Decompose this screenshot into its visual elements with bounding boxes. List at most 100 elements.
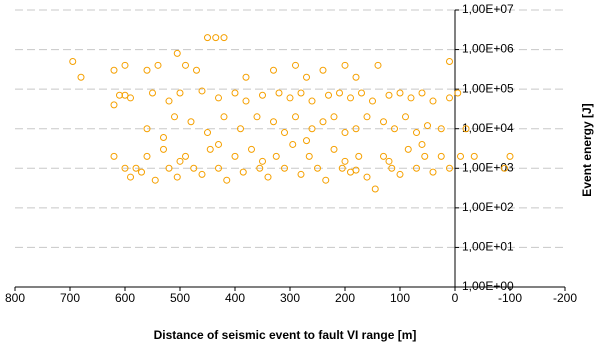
point — [127, 173, 134, 181]
point — [182, 152, 189, 160]
point — [319, 66, 327, 74]
point — [338, 164, 346, 172]
point — [121, 164, 129, 172]
point — [292, 113, 299, 121]
point — [259, 91, 266, 99]
point — [446, 57, 453, 65]
point — [242, 73, 250, 81]
x-tick-label: 200 — [335, 291, 355, 305]
point — [110, 101, 118, 109]
point — [204, 34, 211, 42]
point — [437, 152, 445, 160]
point — [143, 125, 151, 133]
point — [402, 113, 409, 121]
point — [446, 164, 453, 172]
point — [413, 164, 420, 172]
point — [303, 137, 310, 145]
point — [176, 157, 184, 165]
point — [297, 170, 305, 178]
point — [160, 133, 167, 141]
y-tick-label: 1,00E+00 — [462, 279, 514, 293]
point — [341, 61, 349, 69]
point — [206, 145, 214, 153]
point — [275, 89, 283, 97]
point — [470, 152, 478, 160]
point — [454, 89, 462, 97]
point — [292, 61, 299, 69]
point — [173, 173, 181, 181]
point — [363, 113, 371, 121]
point — [413, 129, 420, 137]
point — [418, 89, 426, 97]
point — [215, 94, 222, 102]
x-tick-label: 400 — [225, 291, 245, 305]
point — [220, 34, 228, 42]
point — [171, 113, 178, 121]
point — [215, 164, 222, 172]
point — [77, 73, 85, 81]
point — [138, 168, 145, 176]
point — [270, 66, 277, 74]
point — [193, 66, 200, 74]
point — [121, 61, 129, 69]
point — [308, 97, 316, 105]
point — [330, 113, 338, 121]
point — [198, 87, 206, 95]
point — [176, 89, 184, 97]
point — [341, 157, 349, 165]
point — [462, 125, 470, 133]
y-tick-label: 1,00E+06 — [462, 42, 514, 56]
point — [160, 145, 167, 153]
point — [369, 97, 376, 105]
point — [182, 61, 189, 69]
point — [237, 125, 244, 133]
point — [421, 152, 429, 160]
point — [385, 157, 393, 165]
point — [363, 173, 371, 181]
x-tick-label: 100 — [390, 291, 410, 305]
point — [501, 164, 508, 172]
point — [110, 152, 118, 160]
point — [506, 152, 514, 160]
point — [286, 94, 294, 102]
point — [330, 145, 338, 153]
point — [215, 140, 222, 148]
point — [127, 94, 134, 102]
point — [322, 176, 330, 184]
point — [264, 173, 272, 181]
y-tick-label: 1,00E+03 — [462, 160, 514, 174]
point — [396, 89, 404, 97]
point — [281, 164, 288, 172]
point — [325, 91, 332, 99]
point — [347, 94, 354, 102]
point — [418, 140, 426, 148]
point — [404, 145, 412, 153]
point — [242, 97, 250, 105]
x-tick-label: 600 — [115, 291, 135, 305]
point — [303, 73, 310, 81]
point — [446, 94, 453, 102]
point — [424, 122, 431, 130]
point — [352, 73, 360, 81]
point — [132, 164, 140, 172]
point — [437, 125, 445, 133]
x-tick-label: 300 — [280, 291, 300, 305]
point — [223, 176, 231, 184]
point — [314, 164, 321, 172]
x-axis-title: Distance of seismic event to fault VI ra… — [154, 328, 417, 342]
point — [457, 152, 464, 160]
point — [374, 61, 382, 69]
x-tick-label: 700 — [60, 291, 80, 305]
point — [396, 170, 404, 178]
x-tick-label: -200 — [553, 291, 577, 305]
point — [121, 91, 129, 99]
point — [308, 125, 316, 133]
point — [385, 91, 393, 99]
point — [341, 129, 349, 137]
y-tick-label: 1,00E+07 — [462, 2, 514, 16]
point — [256, 164, 264, 172]
y-axis-title: Event energy [J] — [580, 103, 594, 196]
point — [154, 61, 162, 69]
y-tick-label: 1,00E+01 — [462, 240, 514, 254]
